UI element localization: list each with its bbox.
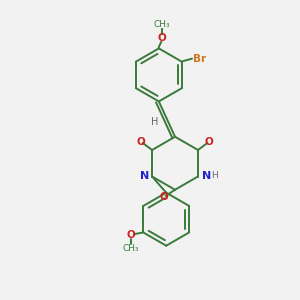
- Text: Br: Br: [193, 54, 206, 64]
- Text: O: O: [205, 137, 214, 147]
- Text: N: N: [140, 171, 149, 181]
- Text: O: O: [158, 33, 167, 43]
- Text: N: N: [202, 171, 211, 181]
- Text: H: H: [211, 171, 217, 180]
- Text: O: O: [136, 137, 145, 147]
- Text: CH₃: CH₃: [123, 244, 139, 253]
- Text: CH₃: CH₃: [154, 20, 170, 29]
- Text: H: H: [151, 117, 158, 127]
- Text: O: O: [127, 230, 135, 240]
- Text: O: O: [160, 192, 168, 203]
